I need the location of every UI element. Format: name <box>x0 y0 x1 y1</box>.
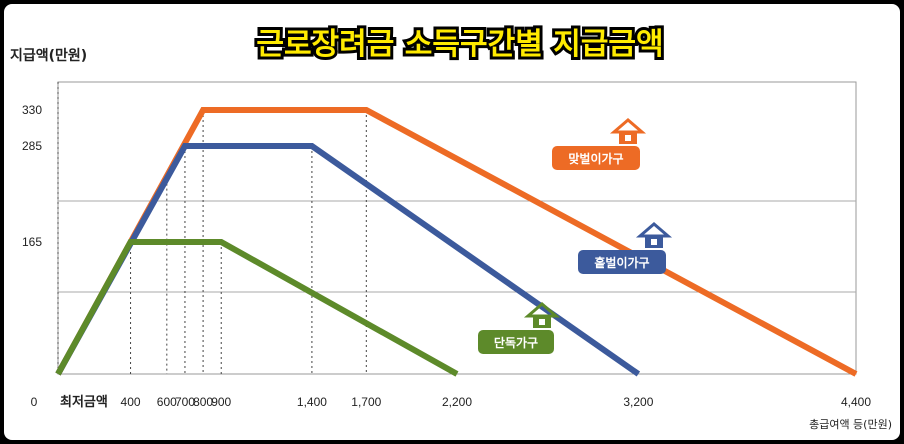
x-tick-label: 2,200 <box>442 395 472 409</box>
x-axis-title: 총급여액 등(만원) <box>809 418 892 431</box>
house-icon <box>523 302 561 328</box>
x-tick-label: 4,400 <box>841 395 871 409</box>
series-label-text: 홑벌이가구 <box>594 255 649 270</box>
series-label-badge <box>552 146 640 170</box>
x-tick-label: 3,200 <box>623 395 653 409</box>
chart-title: 근로장려금 소득구간별 지급금액 <box>256 27 663 62</box>
y-tick-label: 285 <box>22 139 42 153</box>
house-icon <box>609 118 647 144</box>
series-label-text: 맞벌이가구 <box>568 151 623 166</box>
series-label-text: 단독가구 <box>494 335 538 350</box>
chart-svg: 근로장려금 소득구간별 지급금액 지급액(만원) 0 최저금액 총급여액 등(만… <box>10 24 892 431</box>
house-icon <box>635 222 673 248</box>
series-label-group: 맞벌이가구 <box>552 118 647 170</box>
x-tick-label: 800 <box>193 395 213 409</box>
y-axis-title: 지급액(만원) <box>10 47 87 64</box>
house-window <box>625 135 631 141</box>
x-tick-label: 400 <box>121 395 141 409</box>
x-tick-label: 700 <box>175 395 195 409</box>
series-label-group: 홑벌이가구 <box>578 222 673 274</box>
x-tick-label: 1,400 <box>297 395 327 409</box>
house-window <box>651 239 657 245</box>
grid <box>57 81 857 375</box>
x-tick-label: 600 <box>157 395 177 409</box>
house-window <box>539 319 545 325</box>
series-line <box>55 239 459 377</box>
chart-frame: 근로장려금 소득구간별 지급금액 지급액(만원) 0 최저금액 총급여액 등(만… <box>4 4 900 440</box>
y-tick-label: 330 <box>22 103 42 117</box>
series-label-group: 단독가구 <box>478 302 561 354</box>
series-label-badge <box>478 330 554 354</box>
plot-frame <box>57 81 857 375</box>
house-roof <box>609 118 647 134</box>
x-tick-label: 1,700 <box>351 395 381 409</box>
x-tick-label: 900 <box>211 395 231 409</box>
house-roof <box>635 222 673 238</box>
y-tick-label: 165 <box>22 235 42 249</box>
x-origin-label: 0 <box>31 395 38 409</box>
series-label-badge <box>578 250 666 274</box>
x-min-label: 최저금액 <box>60 395 108 410</box>
